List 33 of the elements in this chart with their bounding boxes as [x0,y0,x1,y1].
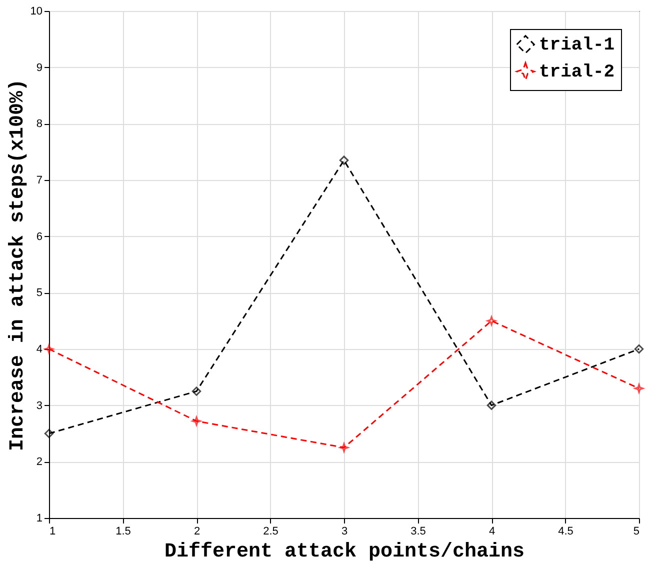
point [634,384,644,394]
point [634,344,644,354]
y-tick-label: 9 [36,62,42,74]
y-tick-label: 1 [36,512,42,524]
legend-label: trial-2 [539,62,615,82]
point [339,442,349,452]
point [486,400,496,410]
x-tick-label: 5 [633,526,640,538]
x-tick-label: 1 [50,526,56,538]
x-tick-label: 4 [488,526,496,538]
point [192,416,202,426]
point [192,386,202,396]
x-tick-label: 4.5 [558,526,574,538]
point [486,316,496,326]
point [44,428,54,438]
legend-label: trial-1 [539,36,615,56]
x-tick-label: 1.5 [116,526,131,538]
y-tick-label: 4 [36,344,42,356]
point [339,156,349,165]
y-tick-label: 7 [36,174,42,186]
y-axis-title: Increase in attack steps(x100%) [6,78,30,452]
y-tick-label: 2 [36,456,42,468]
x-axis-title: Different attack points/chains [164,540,525,564]
point [44,344,54,354]
y-tick-label: 5 [36,287,42,300]
y-tick-label: 10 [30,6,42,18]
x-tick-label: 3 [341,526,348,538]
x-tick-label: 3.5 [410,526,426,538]
y-tick-label: 6 [36,230,42,243]
y-tick-label: 8 [36,118,42,130]
y-tick-label: 3 [36,400,42,412]
x-tick-label: 2.5 [263,526,278,538]
x-tick-label: 2 [194,526,200,538]
